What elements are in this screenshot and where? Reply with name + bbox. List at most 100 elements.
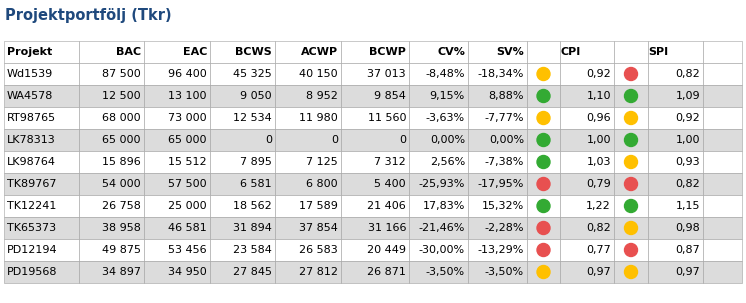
- Bar: [614, 107, 648, 129]
- Bar: [614, 151, 648, 173]
- Text: 15 512: 15 512: [169, 157, 207, 167]
- Bar: [4, 173, 79, 195]
- Bar: [648, 261, 703, 283]
- Text: BAC: BAC: [116, 47, 141, 57]
- Text: 7 895: 7 895: [240, 157, 272, 167]
- Bar: [409, 107, 468, 129]
- Text: 96 400: 96 400: [169, 69, 207, 79]
- Text: 1,22: 1,22: [586, 201, 611, 211]
- Bar: [468, 195, 527, 217]
- Text: 26 871: 26 871: [367, 267, 406, 277]
- Bar: [341, 217, 409, 239]
- Text: TK65373: TK65373: [7, 223, 56, 233]
- Bar: [210, 107, 275, 129]
- Text: 2,56%: 2,56%: [430, 157, 465, 167]
- Text: 0,00%: 0,00%: [430, 135, 465, 145]
- Text: BCWS: BCWS: [235, 47, 272, 57]
- Bar: [210, 63, 275, 85]
- Bar: [275, 85, 341, 107]
- Bar: [703, 217, 742, 239]
- Bar: [527, 195, 560, 217]
- Text: 73 000: 73 000: [169, 113, 207, 123]
- Bar: [703, 63, 742, 85]
- Text: 0,00%: 0,00%: [489, 135, 524, 145]
- Bar: [341, 261, 409, 283]
- Bar: [468, 261, 527, 283]
- Circle shape: [537, 134, 550, 146]
- Text: 26 583: 26 583: [299, 245, 338, 255]
- Text: SV%: SV%: [496, 47, 524, 57]
- Bar: [144, 129, 210, 151]
- Bar: [4, 261, 79, 283]
- Bar: [341, 195, 409, 217]
- Text: 57 500: 57 500: [169, 179, 207, 189]
- Text: 1,10: 1,10: [586, 91, 611, 101]
- Circle shape: [537, 199, 550, 212]
- Bar: [210, 195, 275, 217]
- Bar: [341, 107, 409, 129]
- Bar: [614, 41, 648, 63]
- Bar: [648, 129, 703, 151]
- Bar: [614, 173, 648, 195]
- Text: 25 000: 25 000: [169, 201, 207, 211]
- Bar: [468, 85, 527, 107]
- Bar: [409, 63, 468, 85]
- Bar: [4, 107, 79, 129]
- Text: TK89767: TK89767: [7, 179, 57, 189]
- Circle shape: [537, 112, 550, 125]
- Text: WA4578: WA4578: [7, 91, 54, 101]
- Bar: [560, 195, 614, 217]
- Text: 9 854: 9 854: [374, 91, 406, 101]
- Bar: [4, 63, 79, 85]
- Bar: [468, 239, 527, 261]
- Bar: [648, 217, 703, 239]
- Bar: [4, 217, 79, 239]
- Bar: [527, 239, 560, 261]
- Bar: [614, 85, 648, 107]
- Text: 26 758: 26 758: [102, 201, 141, 211]
- Bar: [144, 107, 210, 129]
- Bar: [275, 63, 341, 85]
- Text: 38 958: 38 958: [102, 223, 141, 233]
- Circle shape: [624, 244, 638, 257]
- Circle shape: [624, 89, 638, 102]
- Bar: [468, 41, 527, 63]
- Bar: [703, 41, 742, 63]
- Bar: [614, 195, 648, 217]
- Bar: [560, 217, 614, 239]
- Text: 0,97: 0,97: [586, 267, 611, 277]
- Text: 34 897: 34 897: [102, 267, 141, 277]
- Bar: [144, 195, 210, 217]
- Bar: [648, 107, 703, 129]
- Bar: [409, 217, 468, 239]
- Bar: [527, 151, 560, 173]
- Bar: [79, 261, 144, 283]
- Bar: [341, 41, 409, 63]
- Text: Projektportfölj (Tkr): Projektportfölj (Tkr): [5, 8, 172, 23]
- Bar: [409, 151, 468, 173]
- Bar: [341, 151, 409, 173]
- Text: -2,28%: -2,28%: [484, 223, 524, 233]
- Bar: [560, 41, 614, 63]
- Text: 15,32%: 15,32%: [482, 201, 524, 211]
- Bar: [79, 129, 144, 151]
- Bar: [341, 85, 409, 107]
- Text: 46 581: 46 581: [169, 223, 207, 233]
- Bar: [275, 173, 341, 195]
- Text: 11 980: 11 980: [299, 113, 338, 123]
- Text: -8,48%: -8,48%: [425, 69, 465, 79]
- Text: TK12241: TK12241: [7, 201, 57, 211]
- Text: 49 875: 49 875: [102, 245, 141, 255]
- Bar: [703, 239, 742, 261]
- Bar: [468, 173, 527, 195]
- Text: BCWP: BCWP: [369, 47, 406, 57]
- Text: 1,03: 1,03: [586, 157, 611, 167]
- Bar: [648, 195, 703, 217]
- Bar: [210, 85, 275, 107]
- Bar: [79, 151, 144, 173]
- Bar: [341, 129, 409, 151]
- Text: 0,82: 0,82: [586, 223, 611, 233]
- Bar: [468, 217, 527, 239]
- Bar: [79, 63, 144, 85]
- Bar: [703, 173, 742, 195]
